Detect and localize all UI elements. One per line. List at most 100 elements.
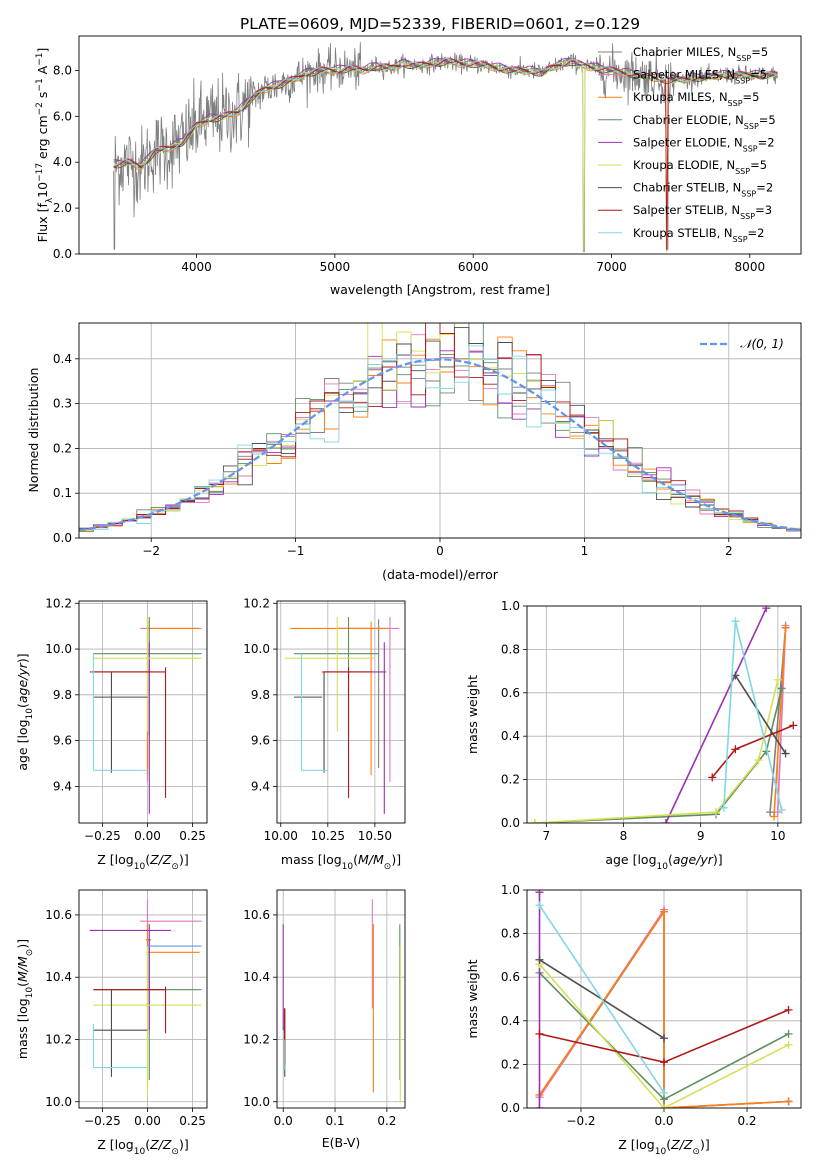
mass-weight-vs-Z-xlabel-part: Z/Z bbox=[670, 1137, 693, 1152]
legend-text: =5 bbox=[759, 113, 776, 127]
mass-weight-vs-age-xtick-label: 8 bbox=[620, 829, 628, 843]
mass-weight-vs-Z-marker bbox=[535, 1029, 544, 1038]
mass-vs-EBV-xtick-label: 0.1 bbox=[325, 1114, 344, 1128]
age-vs-mass-frame bbox=[276, 600, 406, 824]
mass-weight-vs-age-xlabel-part: age/yr bbox=[673, 852, 714, 867]
age-vs-Z-xlabel: Z [log10(Z/Z⊙)] bbox=[97, 852, 188, 872]
mass-weight-vs-Z-marker bbox=[784, 1029, 793, 1038]
mass-weight-vs-Z-marks bbox=[535, 890, 793, 1108]
mass-weight-vs-age-ytick-label: 0.4 bbox=[501, 729, 520, 743]
age-vs-Z-ylabel-part: )] bbox=[15, 653, 30, 663]
age-vs-mass-point-kroupa-elodie bbox=[284, 617, 375, 732]
spectrum-ylabel-part: −17 bbox=[35, 163, 45, 182]
mass-weight-vs-age-xtick-label: 9 bbox=[697, 829, 705, 843]
age-vs-Z-point-kroupa-elodie bbox=[93, 617, 202, 732]
mass-vs-Z-xtick-label: 0.00 bbox=[134, 1114, 161, 1128]
mass-vs-Z-xlabel-part: )] bbox=[179, 1137, 189, 1152]
age-vs-mass-axes: 10.00 10.25 10.50 9.4 9.6 9.8 10.0 10.2 mass [lo… bbox=[243, 596, 401, 872]
mass-weight-vs-age-series-kroupa-elodie bbox=[530, 675, 782, 823]
mass-vs-EBV-ytick-label: 10.6 bbox=[243, 908, 270, 922]
spectrum-ylabel-part: 10 bbox=[35, 182, 50, 198]
legend-entry-chabrier-miles: Chabrier MILES, NSSP=5 bbox=[633, 45, 768, 63]
age-vs-mass-point-chabrier-stelib bbox=[293, 671, 325, 773]
mass-vs-Z-ylabel-part: mass [log bbox=[15, 998, 30, 1059]
age-vs-mass-point-kroupa-stelib bbox=[300, 653, 328, 771]
mass-weight-vs-Z-xlabel-part: ( bbox=[666, 1137, 671, 1152]
mass-vs-Z-ylabel: mass [log10(M/M⊙)] bbox=[15, 939, 35, 1059]
residuals-xtick-label: 0 bbox=[436, 544, 444, 558]
mass-weight-vs-Z-frame bbox=[526, 889, 802, 1109]
mass-weight-vs-age-ytick-label: 1.0 bbox=[501, 599, 520, 613]
mass-weight-vs-age-marker bbox=[712, 808, 721, 817]
mass-vs-EBV-xlabel: E(B-V) bbox=[322, 1135, 361, 1150]
age-vs-mass-xtick-label: 10.25 bbox=[311, 829, 345, 843]
age-vs-mass-ytick-label: 9.4 bbox=[251, 779, 270, 793]
mass-weight-vs-age-xlabel: age [log10(age/yr)] bbox=[605, 852, 722, 872]
residuals-ytick-label: 0.3 bbox=[53, 397, 72, 411]
spectrum-ylabel-part: erg cm bbox=[35, 115, 50, 163]
age-vs-Z-ytick-label: 10.2 bbox=[45, 596, 72, 610]
mass-weight-vs-Z-xtick-label: −0.2 bbox=[566, 1114, 595, 1128]
mass-weight-vs-Z-xlabel-part: 10 bbox=[655, 1147, 667, 1157]
legend-entry-kroupa-elodie: Kroupa ELODIE, NSSP=5 bbox=[633, 158, 767, 176]
legend-text: Kroupa ELODIE, N bbox=[633, 158, 735, 172]
age-vs-Z-xlabel-part: Z [log bbox=[97, 852, 133, 867]
residuals-ytick-label: 0.2 bbox=[53, 441, 72, 455]
mass-vs-Z-xtick-label: 0.25 bbox=[179, 1114, 206, 1128]
age-vs-mass-ytick-label: 10.0 bbox=[243, 642, 270, 656]
mass-vs-EBV-frame bbox=[276, 889, 406, 1109]
age-vs-mass-grid bbox=[277, 601, 405, 823]
mass-vs-EBV-ytick-label: 10.2 bbox=[243, 1032, 270, 1046]
mass-weight-vs-age-marker bbox=[754, 756, 763, 765]
age-vs-Z-axes: −0.25 0.00 0.259.49.69.810.010.2Z [log10(Z… bbox=[15, 596, 206, 872]
age-vs-Z-marks bbox=[89, 617, 202, 814]
age-vs-Z-xlabel-part: )] bbox=[179, 852, 189, 867]
legend-sub: SSP bbox=[735, 76, 750, 85]
legend-sub: SSP bbox=[744, 121, 759, 130]
mass-weight-vs-Z-marker bbox=[784, 1097, 793, 1106]
age-vs-Z-xlabel-part: ( bbox=[145, 852, 150, 867]
mass-weight-vs-Z-marker bbox=[660, 1104, 668, 1108]
age-vs-Z-panel: −0.25 0.00 0.259.49.69.810.010.2Z [log10(Z… bbox=[15, 596, 208, 872]
mass-weight-vs-age-xlabel-part: )] bbox=[713, 852, 723, 867]
mass-weight-vs-Z-marker bbox=[535, 890, 544, 897]
mass-weight-vs-age-marker bbox=[731, 745, 740, 754]
mass-vs-Z-xlabel-part: ( bbox=[145, 1137, 150, 1152]
age-vs-mass-xlabel-part: 10 bbox=[342, 862, 354, 872]
spectrum-ylabel-part: −2 bbox=[35, 102, 45, 115]
age-vs-mass-xlabel-part: M/M bbox=[358, 852, 384, 867]
age-vs-mass-xlabel-part: )] bbox=[391, 852, 401, 867]
legend-text: Kroupa MILES, N bbox=[633, 90, 728, 104]
mass-vs-Z-point-salpeter-stelib bbox=[93, 986, 167, 1034]
mass-weight-vs-age-marker bbox=[789, 721, 798, 730]
legend-sub: SSP bbox=[735, 167, 750, 176]
mass-weight-vs-Z-ytick-label: 1.0 bbox=[501, 883, 520, 897]
legend-text: =2 bbox=[758, 135, 775, 149]
spectrum-ytick-label: 8.0 bbox=[53, 63, 72, 77]
spectrum-marks bbox=[113, 41, 778, 253]
spectrum-xtick-label: 6000 bbox=[458, 260, 489, 274]
age-vs-Z-ylabel-part: age/yr bbox=[15, 662, 30, 703]
spectrum-xtick-label: 5000 bbox=[320, 260, 351, 274]
mass-vs-Z-xtick-label: −0.25 bbox=[84, 1114, 121, 1128]
spectrum-model-kroupa-stelib bbox=[113, 58, 778, 171]
legend-text: =3 bbox=[755, 203, 772, 217]
legend-sub: SSP bbox=[741, 189, 756, 198]
mass-weight-vs-age-ytick-label: 0.2 bbox=[501, 773, 520, 787]
mass-weight-vs-Z-marker bbox=[535, 901, 544, 910]
mass-weight-vs-Z-line bbox=[538, 909, 789, 1108]
legend-sub: SSP bbox=[728, 99, 743, 108]
age-vs-Z-ylabel-part: ( bbox=[15, 703, 30, 708]
legend-text: =2 bbox=[756, 181, 773, 195]
age-vs-Z-ytick-label: 9.8 bbox=[53, 688, 72, 702]
mass-vs-Z-xlabel-part: Z [log bbox=[97, 1137, 133, 1152]
age-vs-Z-ytick-label: 9.4 bbox=[53, 779, 72, 793]
mass-vs-Z-point-chabrier-stelib bbox=[93, 989, 148, 1077]
spectrum-ylabel-part: ] bbox=[35, 48, 50, 53]
age-vs-Z-xtick-label: 0.00 bbox=[134, 829, 161, 843]
mass-weight-vs-Z-marker bbox=[660, 1034, 668, 1043]
